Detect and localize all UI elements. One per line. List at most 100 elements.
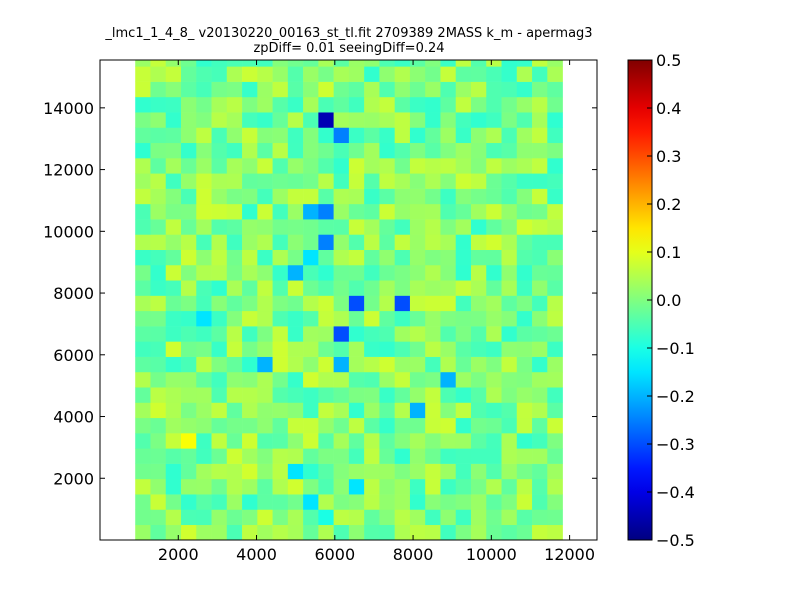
heatmap-cell bbox=[379, 158, 395, 174]
heatmap-cell bbox=[409, 478, 426, 495]
heatmap-cell bbox=[303, 448, 319, 464]
heatmap-cell bbox=[547, 112, 563, 128]
heatmap-cell bbox=[272, 509, 289, 526]
heatmap-cell bbox=[257, 387, 273, 403]
heatmap-cell bbox=[516, 524, 533, 541]
heatmap-cell bbox=[425, 494, 441, 510]
heatmap-cell bbox=[333, 356, 350, 373]
heatmap-cell bbox=[440, 112, 457, 128]
heatmap-cell bbox=[318, 234, 334, 250]
heatmap-cell bbox=[181, 463, 197, 480]
heatmap-cell bbox=[226, 234, 243, 250]
heatmap-cell bbox=[348, 402, 365, 419]
heatmap-cell bbox=[394, 433, 411, 449]
heatmap-cell bbox=[425, 356, 441, 373]
heatmap-cell bbox=[455, 249, 472, 266]
plot-frame bbox=[99, 59, 598, 541]
heatmap-cell bbox=[333, 280, 350, 296]
heatmap-cell bbox=[181, 310, 197, 327]
heatmap-cell bbox=[226, 402, 243, 419]
heatmap-cell bbox=[379, 188, 395, 205]
heatmap-cell bbox=[425, 188, 441, 205]
heatmap-cell bbox=[409, 127, 426, 144]
heatmap-cell bbox=[226, 280, 243, 296]
heatmap-cell bbox=[394, 96, 411, 113]
heatmap-cell bbox=[547, 280, 563, 296]
heatmap-cell bbox=[470, 310, 487, 327]
heatmap-cell bbox=[364, 341, 380, 357]
heatmap-cell bbox=[318, 387, 334, 403]
heatmap-cell bbox=[501, 219, 518, 235]
heatmap-cell bbox=[501, 387, 518, 403]
heatmap-cell bbox=[135, 387, 151, 403]
heatmap-cell bbox=[150, 371, 167, 388]
heatmap-cell bbox=[196, 81, 212, 98]
heatmap-cell bbox=[135, 341, 151, 357]
heatmap-cell bbox=[257, 249, 273, 266]
heatmap-cell bbox=[242, 234, 258, 250]
heatmap-cell bbox=[440, 96, 457, 113]
heatmap-cell bbox=[135, 158, 151, 174]
heatmap-cell bbox=[333, 142, 350, 159]
heatmap-cell bbox=[455, 509, 472, 526]
heatmap-cell bbox=[440, 188, 457, 205]
heatmap-cell bbox=[303, 494, 319, 510]
heatmap-cell bbox=[470, 509, 487, 526]
heatmap-cell bbox=[409, 387, 426, 403]
heatmap-cell bbox=[364, 203, 380, 220]
heatmap-cell bbox=[440, 219, 457, 235]
heatmap-cell bbox=[501, 127, 518, 144]
heatmap-cell bbox=[455, 494, 472, 510]
heatmap-cell bbox=[532, 81, 548, 98]
heatmap-cell bbox=[348, 509, 365, 526]
heatmap-cell bbox=[425, 417, 441, 434]
heatmap-cell bbox=[394, 188, 411, 205]
heatmap-cell bbox=[425, 371, 441, 388]
heatmap-cell bbox=[150, 478, 167, 495]
heatmap-cell bbox=[440, 234, 457, 250]
heatmap-cell bbox=[486, 433, 502, 449]
heatmap-cell bbox=[516, 280, 533, 296]
heatmap-cell bbox=[196, 264, 212, 281]
heatmap-cell bbox=[181, 127, 197, 144]
heatmap-cell bbox=[333, 127, 350, 144]
heatmap-cell bbox=[333, 158, 350, 174]
heatmap-cell bbox=[165, 509, 182, 526]
heatmap-cell bbox=[348, 127, 365, 144]
heatmap-cell bbox=[348, 249, 365, 266]
heatmap-cell bbox=[547, 295, 563, 312]
heatmap-cell bbox=[486, 494, 502, 510]
heatmap-cell bbox=[333, 326, 350, 342]
heatmap-cell bbox=[470, 158, 487, 174]
heatmap-cell bbox=[409, 371, 426, 388]
heatmap-cell bbox=[150, 173, 167, 189]
heatmap-cell bbox=[486, 463, 502, 480]
heatmap-cell bbox=[318, 127, 334, 144]
heatmap-cell bbox=[501, 448, 518, 464]
heatmap-cell bbox=[364, 234, 380, 250]
heatmap-cell bbox=[455, 234, 472, 250]
heatmap-cell bbox=[135, 524, 151, 541]
heatmap-cell bbox=[287, 81, 304, 98]
heatmap-cell bbox=[486, 524, 502, 541]
heatmap-cell bbox=[501, 524, 518, 541]
heatmap-cell bbox=[272, 142, 289, 159]
heatmap-cell bbox=[425, 326, 441, 342]
heatmap-cell bbox=[532, 173, 548, 189]
heatmap-cell bbox=[455, 417, 472, 434]
heatmap-cell bbox=[150, 524, 167, 541]
heatmap-cell bbox=[547, 219, 563, 235]
heatmap-cell bbox=[364, 387, 380, 403]
heatmap-cell bbox=[425, 295, 441, 312]
heatmap-cell bbox=[379, 478, 395, 495]
heatmap-cell bbox=[333, 219, 350, 235]
heatmap-cell bbox=[394, 66, 411, 82]
heatmap-cell bbox=[135, 127, 151, 144]
heatmap-cell bbox=[425, 448, 441, 464]
heatmap-cell bbox=[364, 463, 380, 480]
heatmap-cell bbox=[242, 280, 258, 296]
heatmap-cell bbox=[486, 264, 502, 281]
heatmap-cell bbox=[211, 463, 228, 480]
heatmap-cell bbox=[150, 264, 167, 281]
heatmap-cell bbox=[425, 387, 441, 403]
